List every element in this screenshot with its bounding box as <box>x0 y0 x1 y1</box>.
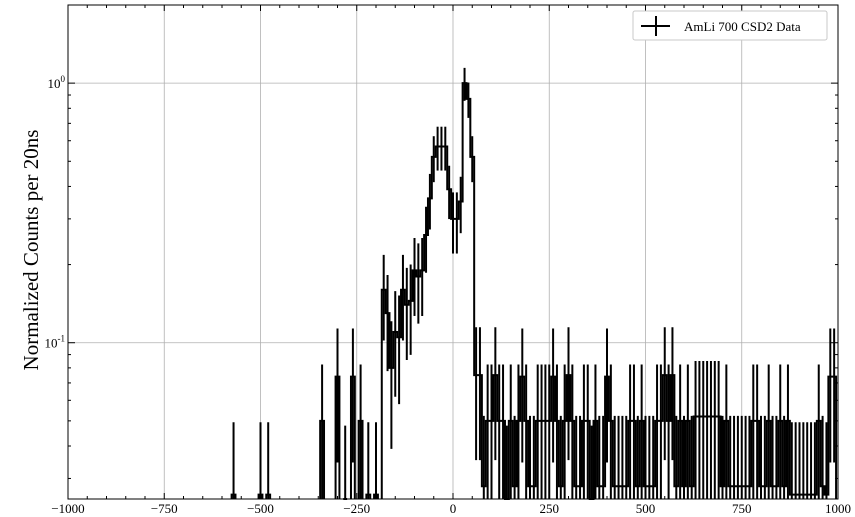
legend: AmLi 700 CSD2 Data <box>632 10 828 41</box>
y-axis-label: Normalized Counts per 20ns <box>19 130 43 371</box>
x-tick-label: −250 <box>343 501 370 516</box>
x-tick-label: −750 <box>151 501 178 516</box>
legend-label: AmLi 700 CSD2 Data <box>684 19 801 34</box>
x-tick-label: −500 <box>247 501 274 516</box>
grid <box>68 5 838 499</box>
y-tick-label: 10-1 <box>45 334 66 351</box>
series-layer <box>230 67 838 500</box>
x-tick-label: −1000 <box>51 501 84 516</box>
x-tick-label: 250 <box>540 501 560 516</box>
x-tick-label: 1000 <box>825 501 851 516</box>
x-tick-label: 750 <box>732 501 752 516</box>
x-tick-label: 0 <box>450 501 457 516</box>
tick-layer: −1000 −750 −500 −250 0 250 500 750 1000 10-1 100 <box>45 4 851 516</box>
y-tick-label: 100 <box>48 74 66 91</box>
legend-box <box>632 10 828 41</box>
x-tick-label: 500 <box>636 501 656 516</box>
